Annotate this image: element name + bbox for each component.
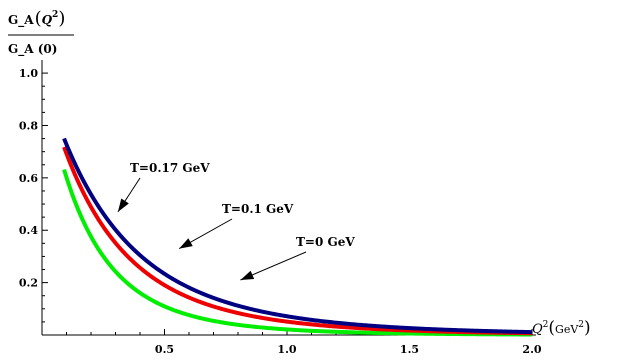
annotation-arrowhead: [179, 238, 193, 249]
annotation-label: T=0.17 GeV: [130, 161, 210, 175]
svg-text:G_A(Q2): G_A(Q2): [8, 8, 65, 29]
x-tick-label: 1.0: [277, 343, 296, 356]
y-label-denominator: G_A (0): [8, 42, 57, 57]
x-tick-label: 0.5: [155, 343, 174, 356]
annotation-label: T=0.1 GeV: [222, 202, 294, 216]
series-curve-0: [62, 168, 533, 337]
y-tick-label: 1.0: [19, 67, 38, 80]
annotation-label: T=0 GeV: [296, 235, 355, 249]
annotations: T=0.17 GeV T=0.1 GeV T=0 GeV: [117, 161, 355, 281]
y-label-numerator-base: G_A: [8, 13, 34, 28]
annotation-arrowhead: [117, 198, 129, 212]
y-label-numerator-arg: Q: [42, 13, 53, 27]
x-label-unit: GeV: [555, 323, 579, 336]
y-axis-label: G_A(Q2) G_A (0): [8, 8, 74, 57]
y-tick-label: 0.6: [19, 172, 38, 185]
y-tick-label: 0.4: [19, 224, 38, 237]
axes: [41, 60, 536, 336]
y-label-numerator-sup: 2: [52, 10, 58, 20]
x-label-unit-sup: 2: [578, 320, 584, 330]
y-tick-label: 0.8: [19, 119, 38, 132]
ticks: 0.5 1.0 1.5 2.0 0.2 0.4 0.6 0.8 1.0: [19, 67, 542, 356]
y-tick-label: 0.2: [19, 277, 38, 290]
series-curve-2: [62, 137, 533, 335]
annotation-arrowhead: [240, 270, 255, 280]
x-tick-label: 1.5: [400, 343, 419, 356]
x-label-var: Q: [532, 322, 543, 337]
curves: [62, 137, 533, 337]
svg-text:Q2(GeV2): Q2(GeV2): [532, 318, 591, 338]
x-label-sup: 2: [543, 320, 549, 330]
x-tick-label: 2.0: [522, 343, 541, 356]
x-axis-label: Q2(GeV2): [532, 318, 591, 338]
